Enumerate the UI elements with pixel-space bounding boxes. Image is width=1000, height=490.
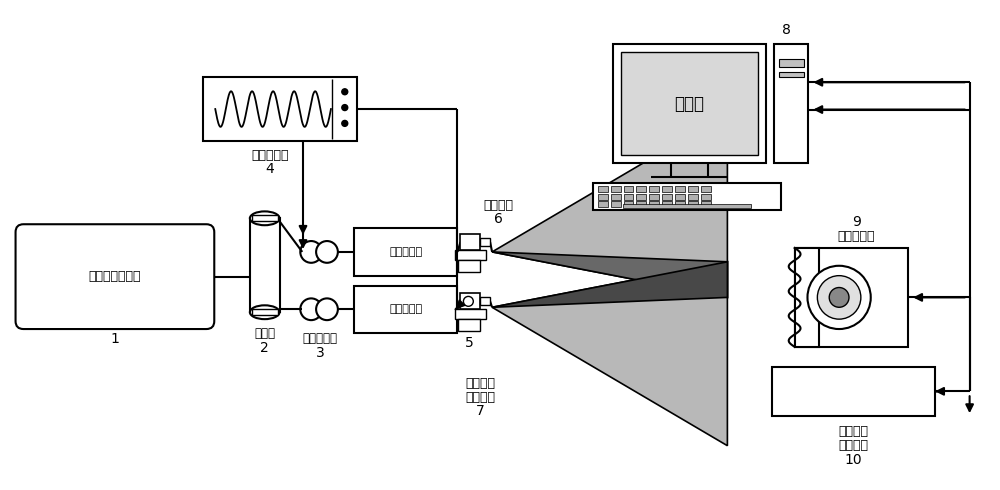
Ellipse shape (250, 305, 280, 319)
Bar (598, 194, 608, 199)
Text: 4: 4 (266, 162, 275, 176)
Bar (688, 186, 698, 192)
Text: 分束器: 分束器 (254, 327, 275, 341)
Bar (252, 215, 278, 221)
Text: 6: 6 (494, 212, 502, 226)
Polygon shape (492, 262, 727, 307)
Bar (624, 201, 633, 207)
Bar (701, 201, 711, 207)
Ellipse shape (250, 211, 280, 225)
Text: 偏振控制器: 偏振控制器 (303, 332, 338, 345)
Bar (701, 194, 711, 199)
Bar (455, 309, 486, 319)
Bar (598, 186, 608, 192)
Text: 3: 3 (316, 346, 324, 360)
Bar (649, 194, 659, 199)
Bar (611, 186, 621, 192)
Bar (611, 201, 621, 207)
Bar (779, 59, 804, 67)
Bar (636, 186, 646, 192)
Bar (598, 201, 608, 207)
Bar (624, 186, 633, 192)
Bar (675, 194, 685, 199)
Circle shape (316, 298, 338, 320)
Bar (806, 258, 866, 337)
Text: 信号发生器: 信号发生器 (251, 148, 289, 162)
Bar (354, 286, 457, 333)
Bar (623, 204, 751, 208)
Bar (611, 194, 621, 199)
Text: 计算机: 计算机 (674, 95, 704, 113)
Circle shape (817, 276, 861, 319)
Circle shape (463, 296, 473, 306)
Circle shape (342, 104, 348, 111)
Text: 10: 10 (845, 453, 862, 466)
Bar (688, 201, 698, 207)
Bar (480, 297, 490, 305)
Bar (779, 72, 804, 77)
Bar (613, 44, 766, 163)
Bar (593, 183, 781, 210)
Text: 位移平台: 位移平台 (465, 391, 495, 404)
Circle shape (300, 241, 322, 263)
Bar (662, 194, 672, 199)
Bar (455, 250, 486, 260)
Bar (636, 201, 646, 207)
Bar (621, 52, 758, 155)
Text: 2: 2 (260, 341, 269, 355)
Circle shape (316, 241, 338, 263)
Text: 8: 8 (782, 24, 791, 37)
Bar (795, 248, 908, 347)
Bar (250, 219, 280, 312)
Circle shape (342, 89, 348, 95)
Bar (688, 194, 698, 199)
Bar (354, 228, 457, 276)
FancyBboxPatch shape (16, 224, 214, 329)
Bar (636, 194, 646, 199)
Bar (460, 234, 480, 250)
Bar (480, 238, 490, 246)
Bar (460, 294, 480, 309)
Bar (458, 260, 480, 271)
Bar (675, 201, 685, 207)
Bar (203, 77, 357, 141)
Text: 1: 1 (110, 332, 119, 346)
Bar (795, 248, 819, 347)
Bar (772, 367, 935, 416)
Text: 六自由度: 六自由度 (465, 377, 495, 390)
Bar (649, 186, 659, 192)
Bar (662, 186, 672, 192)
Bar (774, 44, 808, 163)
Text: 位移平台: 位移平台 (838, 439, 868, 452)
Text: 相位调制器: 相位调制器 (389, 304, 422, 314)
Polygon shape (492, 252, 727, 297)
Bar (252, 309, 278, 315)
Polygon shape (492, 114, 727, 297)
Text: 相位调制器: 相位调制器 (389, 247, 422, 257)
Bar (662, 201, 672, 207)
Circle shape (829, 288, 849, 307)
Bar (624, 194, 633, 199)
Bar (675, 186, 685, 192)
Text: 9: 9 (852, 215, 861, 229)
Bar (649, 201, 659, 207)
Bar (458, 319, 480, 331)
Text: 单模光纤: 单模光纤 (483, 199, 513, 212)
Text: 单自由度: 单自由度 (838, 425, 868, 439)
Text: 图像探测器: 图像探测器 (838, 230, 875, 243)
Text: 7: 7 (476, 404, 485, 418)
Polygon shape (492, 262, 727, 446)
Circle shape (300, 298, 322, 320)
Circle shape (342, 121, 348, 126)
Circle shape (807, 266, 871, 329)
Text: 氦氖稳频激光器: 氦氖稳频激光器 (89, 270, 141, 283)
Bar (701, 186, 711, 192)
Text: 5: 5 (465, 336, 474, 350)
